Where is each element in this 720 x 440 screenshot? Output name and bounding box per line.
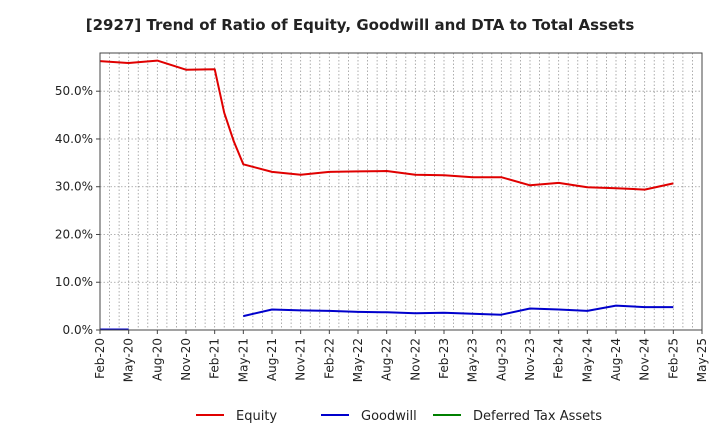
x-tick-label: May-25	[695, 338, 709, 382]
plot-lines	[99, 59, 674, 331]
x-tick-label: Feb-25	[666, 338, 680, 379]
y-tick-label: 0.0%	[63, 323, 94, 337]
x-tick-label: Feb-20	[93, 338, 107, 379]
x-tick-label: Nov-23	[523, 338, 537, 381]
legend-label: Goodwill	[361, 409, 417, 424]
x-tick-label: Nov-22	[408, 338, 422, 381]
y-tick-label: 20.0%	[55, 227, 93, 241]
x-tick-label: May-21	[236, 338, 250, 382]
x-tick-label: Nov-21	[294, 338, 308, 381]
x-tick-label: May-23	[466, 338, 480, 382]
y-tick-label: 40.0%	[55, 132, 93, 146]
x-axis: Feb-20 May-20 Aug-20 Nov-20 Feb-21 May-21 Aug-…	[93, 330, 709, 382]
x-tick-label: Feb-21	[208, 338, 222, 379]
x-tick-label: Aug-22	[380, 338, 394, 381]
series-line-goodwill	[243, 304, 674, 318]
y-axis: 0.0% 10.0% 20.0% 30.0% 40.0% 50.0%	[55, 84, 100, 337]
x-tick-label: Aug-23	[494, 338, 508, 381]
x-tick-label: Feb-24	[552, 338, 566, 379]
y-tick-label: 30.0%	[55, 180, 93, 194]
plot-frame	[99, 52, 703, 331]
x-tick-label: May-22	[351, 338, 365, 382]
y-tick-label: 10.0%	[55, 275, 93, 289]
y-tick-label: 50.0%	[55, 84, 93, 98]
x-tick-label: Feb-23	[437, 338, 451, 379]
x-tick-label: May-20	[122, 338, 136, 382]
legend-label: Deferred Tax Assets	[473, 409, 602, 424]
x-tick-label: May-24	[580, 338, 594, 382]
x-tick-label: Nov-20	[179, 338, 193, 381]
x-tick-label: Aug-21	[265, 338, 279, 381]
x-tick-label: Nov-24	[638, 338, 652, 381]
chart-title: [2927] Trend of Ratio of Equity, Goodwil…	[86, 16, 635, 34]
legend: Equity Goodwill Deferred Tax Assets	[196, 409, 602, 424]
series-line-equity	[99, 59, 674, 191]
x-tick-label: Aug-24	[609, 338, 623, 381]
grid	[100, 53, 702, 330]
x-tick-label: Aug-20	[150, 338, 164, 381]
legend-label: Equity	[236, 409, 277, 424]
x-tick-label: Feb-22	[322, 338, 336, 379]
